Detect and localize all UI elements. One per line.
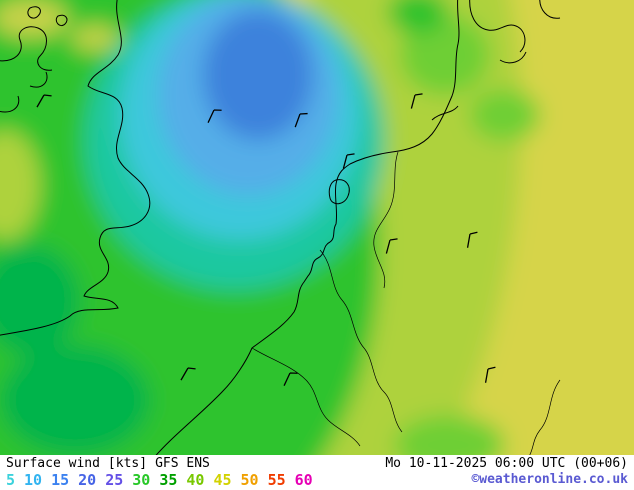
coastline-denmark-1 [469,0,526,53]
legend-value: 10 [24,471,43,489]
wind-speed-field [0,0,634,455]
map-title: Surface wind [6,456,100,471]
border-netherlands-germany [373,151,399,289]
legend-value: 55 [267,471,286,489]
coastline-scotland-west [0,26,53,71]
border-germany-se [529,379,561,455]
coastline-continent [155,0,460,455]
legend-value: 5 [6,471,16,489]
field-yellow-patch-nw2 [71,25,119,51]
map-units: [kts] [107,456,148,471]
river-rhine [319,249,403,433]
island-shetland [55,14,68,27]
field-green-patch-ne1 [400,15,490,95]
field-yellowgreen-patch-w [0,130,40,240]
field-green-patch-ne2 [470,89,540,141]
legend-value: 50 [240,471,259,489]
copyright-text: ©weatheronline.co.uk [471,472,628,487]
legend-values: 5 10 15 20 25 30 35 40 45 50 55 60 [6,472,313,488]
legend-value: 35 [159,471,178,489]
map-model: GFS ENS [155,456,210,471]
legend-value: 15 [51,471,70,489]
field-green-patch-ne3 [388,0,448,34]
caption-bar: Surface wind [kts] GFS ENS Mo 10-11-2025… [0,455,634,490]
map-datetime: Mo 10-11-2025 06:00 UTC (00+06) [385,456,628,471]
coastline-britain-east [0,0,151,336]
legend-value: 20 [78,471,97,489]
legend-value: 25 [105,471,124,489]
legend-value: 30 [132,471,151,489]
border-france-belgium [251,347,361,447]
coastlines [0,0,561,455]
field-darkgreen-sw [0,345,150,455]
legend-value: 45 [213,471,232,489]
legend-value: 40 [186,471,205,489]
field-green-patch-se [395,415,505,455]
coastline-denmark-3 [499,51,527,64]
field-yellow-patch-nw1 [0,0,68,38]
coastline-scotland-sw [0,95,20,113]
coastline-denmark-2 [539,0,561,19]
field-blue-core [203,10,313,140]
borders-rivers [251,151,561,455]
legend-value: 60 [294,471,313,489]
field-darkgreen-w [0,245,80,355]
weather-map [0,0,634,455]
coastline-elbe-estuary [431,105,459,121]
coastline-scotland-loch [29,71,48,88]
lake-ijsselmeer [328,179,350,205]
island-orkney [27,6,41,19]
